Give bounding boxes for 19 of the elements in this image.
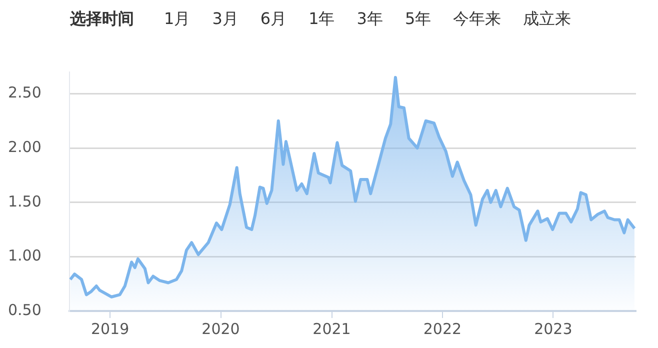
x-tick-label: 2022 [423, 320, 462, 338]
y-tick-label: 2.00 [8, 138, 42, 156]
text: 3年 [356, 8, 383, 30]
text: 6月 [260, 8, 287, 30]
y-tick-label: 1.00 [8, 246, 42, 265]
text: 今年来 [453, 8, 502, 30]
y-tick-label: 2.50 [8, 84, 42, 102]
text: 5年 [404, 8, 432, 30]
text: 1年 [308, 8, 335, 30]
y-tick-label: 0.50 [8, 300, 42, 319]
x-tick-label: 2019 [90, 320, 130, 338]
x-tick-label: 2021 [312, 320, 351, 338]
text: 3月 [212, 8, 238, 30]
text: 1月 [164, 8, 190, 30]
x-tick-label: 2020 [202, 320, 240, 338]
text: 选择时间 [70, 8, 134, 30]
y-tick-label: 1.50 [8, 192, 42, 210]
text: 成立来 [523, 8, 572, 30]
x-tick-label: 2023 [534, 320, 572, 338]
